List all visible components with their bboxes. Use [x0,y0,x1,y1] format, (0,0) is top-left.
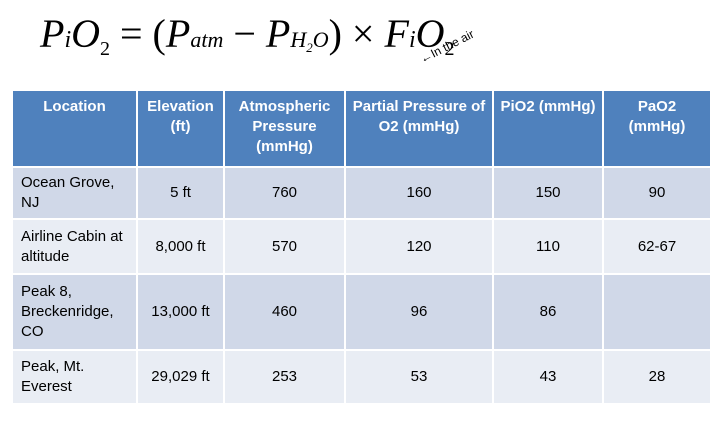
cell-pio2: 150 [493,166,604,219]
header-pio2: PiO2 (mmHg) [493,91,604,167]
cell-location: Peak, Mt. Everest [13,349,138,403]
header-elevation: Elevation (ft) [137,91,225,167]
header-pao2: PaO2 (mmHg) [603,91,710,167]
header-partial-pressure-o2: Partial Pressure of O2 (mmHg) [345,91,494,167]
table-row: Airline Cabin at altitude 8,000 ft 570 1… [13,218,710,274]
cell-partial-pressure: 120 [345,218,494,274]
cell-elevation: 13,000 ft [137,273,225,350]
cell-partial-pressure: 53 [345,349,494,403]
table-header-row: Location Elevation (ft) Atmospheric Pres… [13,91,710,167]
cell-partial-pressure: 96 [345,273,494,350]
cell-elevation: 29,029 ft [137,349,225,403]
cell-pao2: 28 [603,349,710,403]
table-row: Peak 8, Breckenridge, CO 13,000 ft 460 9… [13,273,710,350]
formula: PiO2 = (Patm − PH2O) × FiO2 [40,11,455,60]
cell-atmospheric-pressure: 760 [224,166,346,219]
table-row: Peak, Mt. Everest 29,029 ft 253 53 43 28 [13,349,710,403]
table-row: Ocean Grove, NJ 5 ft 760 160 150 90 [13,166,710,219]
cell-pao2 [603,273,710,350]
header-atmospheric-pressure: Atmospheric Pressure (mmHg) [224,91,346,167]
altitude-table: Location Elevation (ft) Atmospheric Pres… [13,91,710,403]
cell-partial-pressure: 160 [345,166,494,219]
cell-location: Airline Cabin at altitude [13,218,138,274]
cell-pao2: 90 [603,166,710,219]
cell-pao2: 62-67 [603,218,710,274]
cell-location: Ocean Grove, NJ [13,166,138,219]
cell-location: Peak 8, Breckenridge, CO [13,273,138,350]
header-location: Location [13,91,138,167]
cell-atmospheric-pressure: 570 [224,218,346,274]
cell-elevation: 8,000 ft [137,218,225,274]
cell-pio2: 110 [493,218,604,274]
cell-pio2: 43 [493,349,604,403]
cell-pio2: 86 [493,273,604,350]
cell-atmospheric-pressure: 460 [224,273,346,350]
cell-elevation: 5 ft [137,166,225,219]
cell-atmospheric-pressure: 253 [224,349,346,403]
